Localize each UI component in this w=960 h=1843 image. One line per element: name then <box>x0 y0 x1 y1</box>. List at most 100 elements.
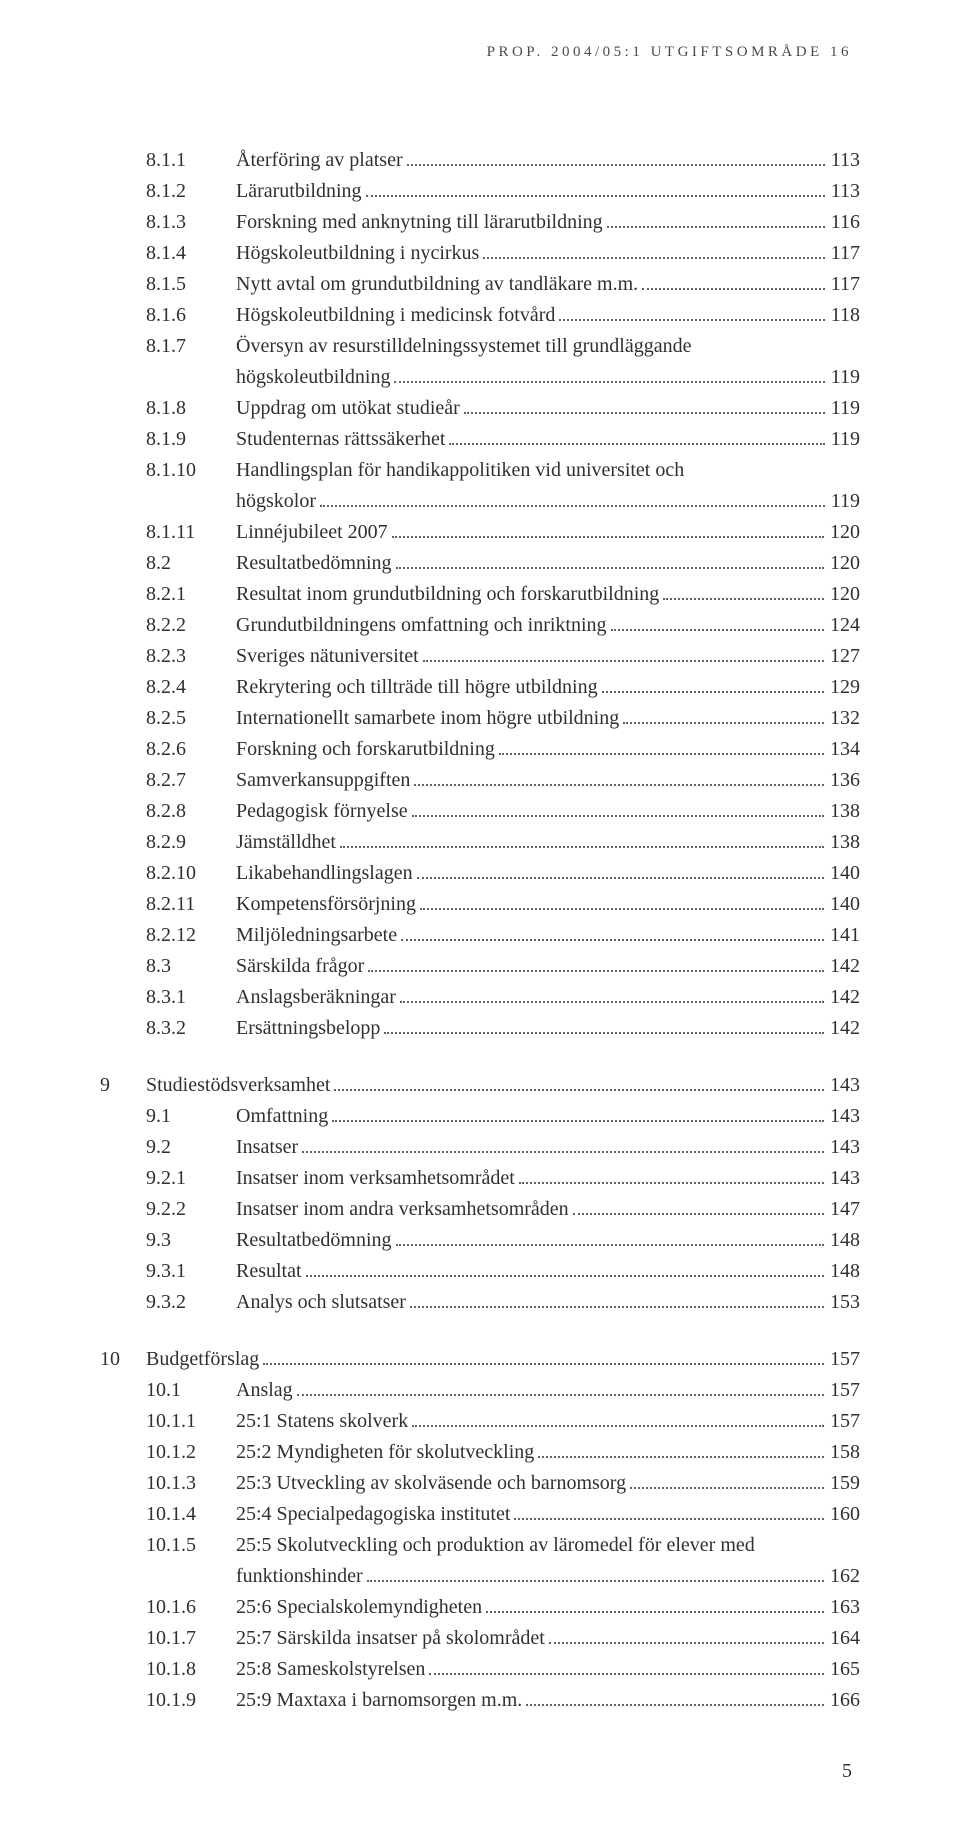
toc-entry-title: Omfattning <box>236 1101 328 1132</box>
toc-page-number: 153 <box>828 1287 860 1318</box>
toc-entry-title: Återföring av platser <box>236 145 403 176</box>
toc-leader <box>407 148 825 166</box>
toc-entry: 8.2.3Sveriges nätuniversitet127 <box>100 641 860 672</box>
toc-leader <box>263 1347 824 1365</box>
toc-section-number: 8.2 <box>146 548 236 579</box>
toc-page-number: 119 <box>829 424 860 455</box>
toc-entry: 8.2.6Forskning och forskarutbildning134 <box>100 734 860 765</box>
toc-leader <box>366 179 825 197</box>
toc-section-number: 8.1.10 <box>146 455 236 486</box>
toc-group: 10Budgetförslag15710.1Anslag15710.1.125:… <box>100 1344 860 1716</box>
toc-entry-title: Kompetensförsörjning <box>236 889 416 920</box>
toc-entry-title: Resultatbedömning <box>236 548 392 579</box>
toc-leader <box>602 675 824 693</box>
toc-entry-title: Jämställdhet <box>236 827 336 858</box>
toc-leader <box>302 1135 824 1153</box>
running-head: PROP. 2004/05:1 UTGIFTSOMRÅDE 16 <box>100 44 852 61</box>
toc-section-number: 9.2.1 <box>146 1163 236 1194</box>
toc-page-number: 148 <box>828 1256 860 1287</box>
toc-leader <box>412 799 824 817</box>
toc-section-number: 8.1.5 <box>146 269 236 300</box>
toc-entry: 8.1.1Återföring av platser113 <box>100 145 860 176</box>
toc-leader <box>607 210 825 228</box>
toc-entry-title: Resultat inom grundutbildning och forska… <box>236 579 659 610</box>
toc-leader <box>414 768 824 786</box>
toc-entry-title: Handlingsplan för handikappolitiken vid … <box>236 455 684 486</box>
toc-entry-title: Likabehandlingslagen <box>236 858 413 889</box>
toc-leader <box>573 1197 824 1215</box>
toc-page-number: 129 <box>828 672 860 703</box>
toc-section-number: 8.1.2 <box>146 176 236 207</box>
toc-page-number: 142 <box>828 1013 860 1044</box>
toc-entry-title: Budgetförslag <box>146 1344 259 1375</box>
toc-page-number: 116 <box>829 207 860 238</box>
toc-page-number: 136 <box>828 765 860 796</box>
toc-entry: 8.1.9Studenternas rättssäkerhet119 <box>100 424 860 455</box>
toc-entry-title: högskolor <box>236 486 316 517</box>
toc-section-number: 10.1.2 <box>146 1437 236 1468</box>
toc-section-number: 9.3 <box>146 1225 236 1256</box>
toc-leader <box>423 644 824 662</box>
toc-leader <box>420 892 824 910</box>
toc-leader <box>663 582 824 600</box>
toc-entry: 9.2.1Insatser inom verksamhetsområdet 143 <box>100 1163 860 1194</box>
toc-entry: 8.2.10Likabehandlingslagen140 <box>100 858 860 889</box>
toc-entry: 9.2Insatser143 <box>100 1132 860 1163</box>
toc-entry: 9.2.2Insatser inom andra verksamhetsområ… <box>100 1194 860 1225</box>
toc-page-number: 119 <box>829 362 860 393</box>
toc-section-number: 9.3.1 <box>146 1256 236 1287</box>
toc-page-number: 120 <box>828 579 860 610</box>
toc-section-number: 8.1.3 <box>146 207 236 238</box>
toc-entry: 9.3.1Resultat148 <box>100 1256 860 1287</box>
toc-leader <box>514 1502 824 1520</box>
toc-page-number: 120 <box>828 517 860 548</box>
toc-page-number: 158 <box>828 1437 860 1468</box>
toc-leader <box>412 1409 824 1427</box>
toc-entry: 8.1.10Handlingsplan för handikappolitike… <box>100 455 860 486</box>
toc-entry-title: Internationellt samarbete inom högre utb… <box>236 703 619 734</box>
toc-section-number: 8.1.6 <box>146 300 236 331</box>
toc-section-number: 8.2.5 <box>146 703 236 734</box>
toc-page-number: 120 <box>828 548 860 579</box>
page-number: 5 <box>100 1760 852 1783</box>
toc-page-number: 119 <box>829 393 860 424</box>
toc-leader <box>368 954 824 972</box>
toc-page-number: 134 <box>828 734 860 765</box>
toc-entry: 8.3.1Anslagsberäkningar142 <box>100 982 860 1013</box>
toc-entry-title: 25:8 Sameskolstyrelsen <box>236 1654 425 1685</box>
toc-entry: 8.2Resultatbedömning 120 <box>100 548 860 579</box>
toc-entry: 10.1.625:6 Specialskolemyndigheten163 <box>100 1592 860 1623</box>
toc-entry: 8.2.9Jämställdhet138 <box>100 827 860 858</box>
toc-entry: 8.2.1Resultat inom grundutbildning och f… <box>100 579 860 610</box>
toc-entry-title: högskoleutbildning <box>236 362 390 393</box>
toc-page-number: 138 <box>828 827 860 858</box>
toc-entry: 8.1.3Forskning med anknytning till lärar… <box>100 207 860 238</box>
toc-chapter-number: 9 <box>100 1070 146 1101</box>
toc-page-number: 157 <box>828 1406 860 1437</box>
toc-entry: 10.1.225:2 Myndigheten för skolutvecklin… <box>100 1437 860 1468</box>
toc-leader <box>611 613 824 631</box>
toc-page-number: 113 <box>829 145 860 176</box>
toc-entry: 8.2.2Grundutbildningens omfattning och i… <box>100 610 860 641</box>
toc-page-number: 143 <box>828 1163 860 1194</box>
toc-entry-title: Lärarutbildning <box>236 176 362 207</box>
toc-page-number: 164 <box>828 1623 860 1654</box>
toc-leader <box>623 706 824 724</box>
toc-entry-title: Anslag <box>236 1375 293 1406</box>
toc-page-number: 138 <box>828 796 860 827</box>
toc-entry-title: Insatser inom verksamhetsområdet <box>236 1163 515 1194</box>
toc-entry: 9.1Omfattning143 <box>100 1101 860 1132</box>
toc-page-number: 163 <box>828 1592 860 1623</box>
toc-entry: 8.3Särskilda frågor142 <box>100 951 860 982</box>
toc-section-number: 9.2 <box>146 1132 236 1163</box>
toc-section-number: 10.1.3 <box>146 1468 236 1499</box>
toc-group: 8.1.1Återföring av platser1138.1.2Läraru… <box>100 145 860 1044</box>
toc-section-number: 9.1 <box>146 1101 236 1132</box>
toc-entry-title: Anslagsberäkningar <box>236 982 396 1013</box>
toc-section-number: 10.1.8 <box>146 1654 236 1685</box>
toc-section-number: 10.1.6 <box>146 1592 236 1623</box>
toc-entry-continuation: högskoleutbildning 119 <box>100 362 860 393</box>
toc-entry: 8.3.2Ersättningsbelopp142 <box>100 1013 860 1044</box>
toc-leader <box>297 1378 824 1396</box>
toc-entry: 8.1.4Högskoleutbildning i nycirkus117 <box>100 238 860 269</box>
